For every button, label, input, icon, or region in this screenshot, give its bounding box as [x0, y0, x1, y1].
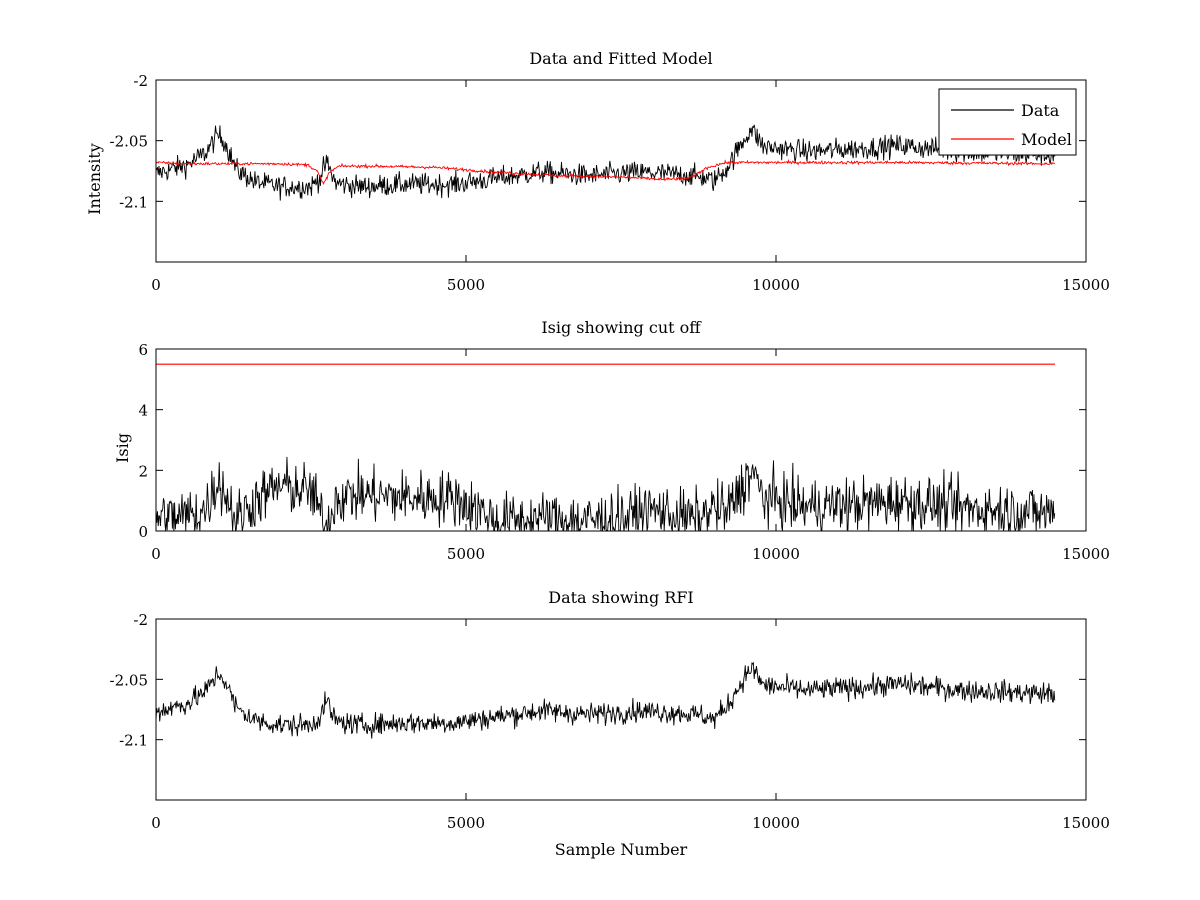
- x-tick-label: 15000: [1062, 814, 1110, 832]
- x-tick-label: 10000: [752, 276, 800, 294]
- y-axis-label: Intensity: [85, 143, 104, 215]
- x-tick-label: 15000: [1062, 545, 1110, 563]
- y-tick-label: 6: [138, 341, 148, 359]
- chart-title: Data and Fitted Model: [529, 49, 712, 68]
- series-line-1: [156, 456, 1056, 531]
- y-tick-label: -2.05: [110, 671, 148, 689]
- x-tick-label: 5000: [447, 814, 485, 832]
- x-tick-label: 0: [151, 814, 161, 832]
- legend-label: Data: [1021, 101, 1060, 120]
- x-tick-label: 0: [151, 276, 161, 294]
- y-tick-label: 2: [138, 462, 148, 480]
- chart-panel-3: 0 5000 10000 15000 -2.1 -2.05 -2 Data showing R…: [110, 588, 1110, 859]
- axes-box: [155, 618, 1087, 801]
- x-axis-label: Sample Number: [555, 840, 688, 859]
- panels: 0 5000 10000 15000 -2.1 -2.05 -2 Data and Fitte…: [85, 49, 1110, 859]
- x-tick-label: 10000: [752, 814, 800, 832]
- axes-box: [155, 348, 1087, 532]
- y-tick-label: -2.05: [110, 133, 148, 151]
- chart-panel-1: 0 5000 10000 15000 -2.1 -2.05 -2 Data and Fitte…: [85, 49, 1110, 294]
- y-tick-label: -2: [133, 611, 148, 629]
- x-tick-label: 0: [151, 545, 161, 563]
- series-line-2: [156, 158, 1056, 185]
- axes-box: [155, 79, 1087, 263]
- y-tick-label: -2.1: [119, 193, 148, 211]
- x-tick-label: 15000: [1062, 276, 1110, 294]
- chart-panel-2: 0 5000 10000 15000 0 2 4 6 Isig showing cut off I…: [113, 318, 1110, 563]
- series-line-1: [156, 661, 1056, 739]
- chart-title: Data showing RFI: [548, 588, 693, 607]
- x-tick-label: 5000: [447, 545, 485, 563]
- x-tick-label: 5000: [447, 276, 485, 294]
- chart-title: Isig showing cut off: [541, 318, 702, 337]
- legend: Data Model: [938, 88, 1077, 156]
- y-tick-label: 4: [138, 402, 148, 420]
- y-tick-label: 0: [138, 523, 148, 541]
- legend-label: Model: [1021, 130, 1072, 149]
- series-line-1: [156, 124, 1056, 201]
- y-tick-label: -2.1: [119, 732, 148, 750]
- legend-box: [938, 88, 1077, 156]
- y-axis-label: Isig: [113, 433, 132, 463]
- x-tick-label: 10000: [752, 545, 800, 563]
- y-tick-label: -2: [133, 72, 148, 90]
